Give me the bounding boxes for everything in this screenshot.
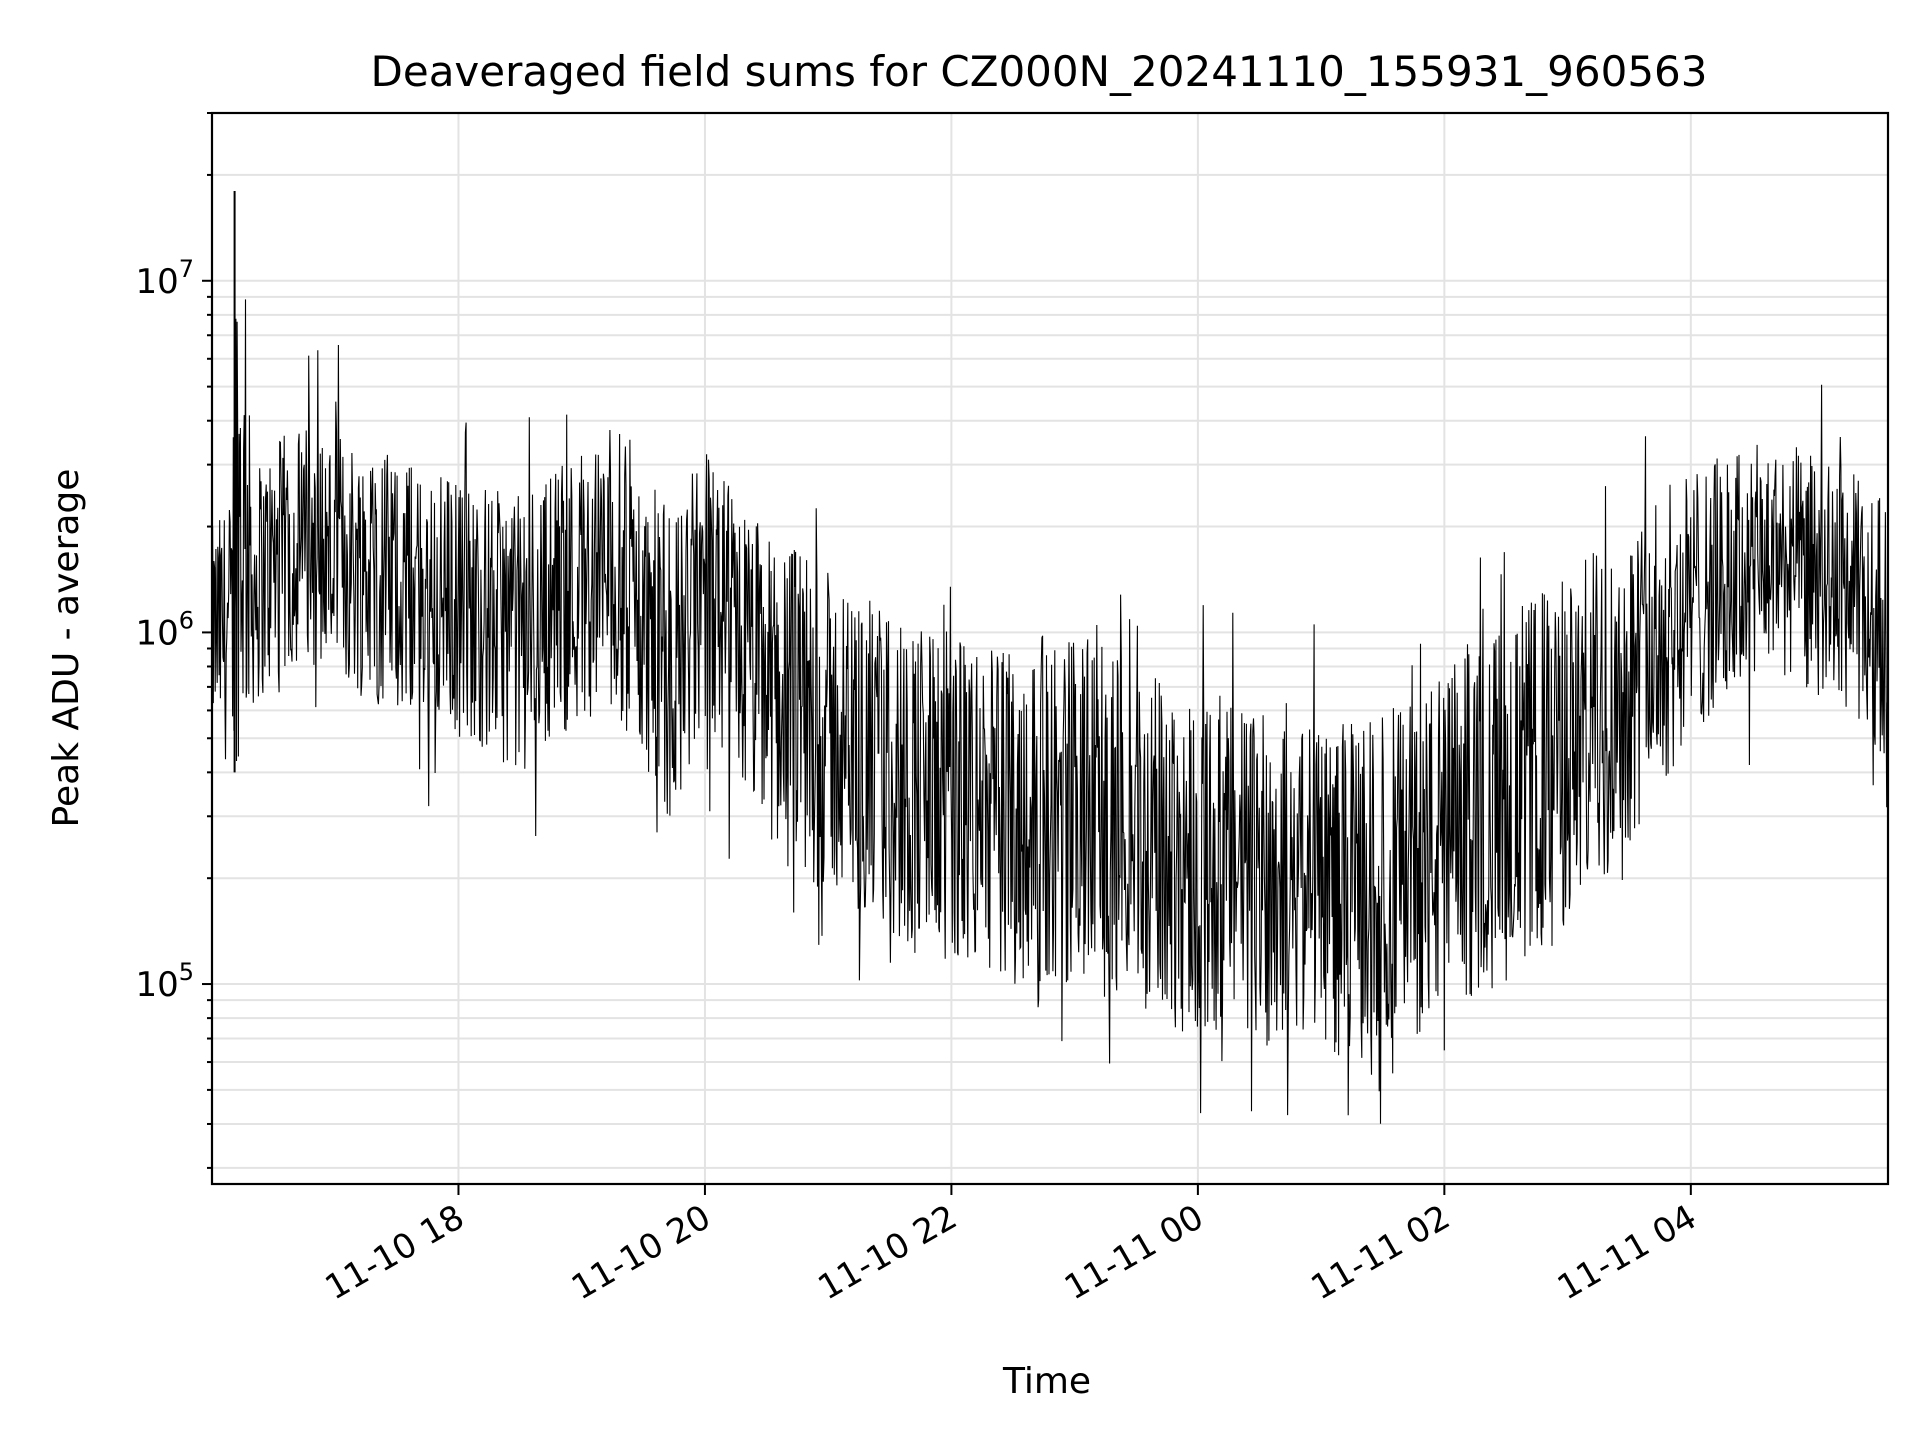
chart-title: Deaveraged field sums for CZ000N_2024111… <box>371 47 1708 96</box>
y-axis-label: Peak ADU - average <box>46 469 87 828</box>
y-tick-label: 105 <box>135 958 194 1005</box>
y-tick-label: 106 <box>135 606 194 653</box>
x-axis-label: Time <box>1002 1361 1091 1402</box>
y-tick-label: 107 <box>135 255 194 302</box>
series-trace <box>211 299 1889 1124</box>
y-axis: 105 106 107 <box>135 112 212 1169</box>
